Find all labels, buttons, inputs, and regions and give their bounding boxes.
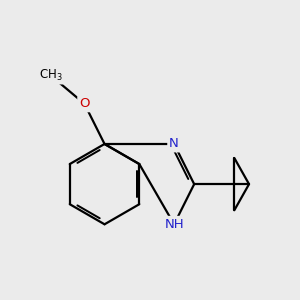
Text: CH$_3$: CH$_3$ (39, 68, 63, 83)
Text: N: N (169, 137, 179, 151)
Text: O: O (79, 97, 90, 110)
Text: NH: NH (164, 218, 184, 231)
